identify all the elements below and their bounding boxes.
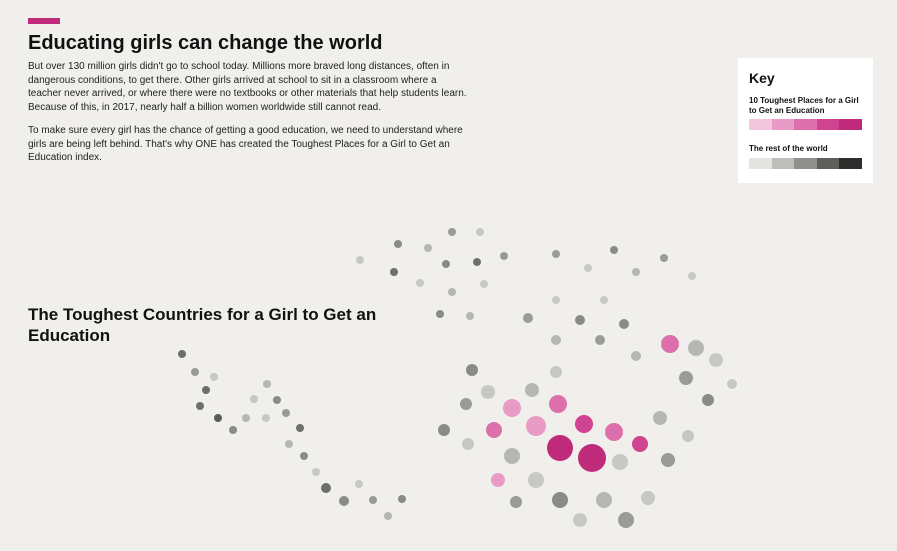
country-dot[interactable] <box>486 422 502 438</box>
country-dot[interactable] <box>503 399 521 417</box>
country-dot[interactable] <box>285 440 293 448</box>
country-dot[interactable] <box>356 256 364 264</box>
country-dot[interactable] <box>632 268 640 276</box>
country-dot[interactable] <box>196 402 204 410</box>
country-dot[interactable] <box>369 496 377 504</box>
country-dot[interactable] <box>510 496 522 508</box>
country-dot[interactable] <box>210 373 218 381</box>
dot-cartogram <box>0 0 897 551</box>
country-dot[interactable] <box>321 483 331 493</box>
country-dot[interactable] <box>466 312 474 320</box>
country-dot[interactable] <box>390 268 398 276</box>
country-dot[interactable] <box>202 386 210 394</box>
country-dot[interactable] <box>688 272 696 280</box>
country-dot[interactable] <box>578 444 606 472</box>
country-dot[interactable] <box>525 383 539 397</box>
country-dot[interactable] <box>552 492 568 508</box>
country-dot[interactable] <box>605 423 623 441</box>
country-dot[interactable] <box>661 335 679 353</box>
country-dot[interactable] <box>575 315 585 325</box>
country-dot[interactable] <box>661 453 675 467</box>
country-dot[interactable] <box>442 260 450 268</box>
country-dot[interactable] <box>339 496 349 506</box>
country-dot[interactable] <box>523 313 533 323</box>
country-dot[interactable] <box>610 246 618 254</box>
country-dot[interactable] <box>660 254 668 262</box>
country-dot[interactable] <box>355 480 363 488</box>
country-dot[interactable] <box>424 244 432 252</box>
country-dot[interactable] <box>214 414 222 422</box>
country-dot[interactable] <box>631 351 641 361</box>
country-dot[interactable] <box>398 495 406 503</box>
country-dot[interactable] <box>191 368 199 376</box>
country-dot[interactable] <box>688 340 704 356</box>
country-dot[interactable] <box>584 264 592 272</box>
country-dot[interactable] <box>526 416 546 436</box>
country-dot[interactable] <box>653 411 667 425</box>
country-dot[interactable] <box>727 379 737 389</box>
country-dot[interactable] <box>282 409 290 417</box>
country-dot[interactable] <box>263 380 271 388</box>
country-dot[interactable] <box>438 424 450 436</box>
country-dot[interactable] <box>273 396 281 404</box>
country-dot[interactable] <box>296 424 304 432</box>
country-dot[interactable] <box>612 454 628 470</box>
country-dot[interactable] <box>709 353 723 367</box>
country-dot[interactable] <box>436 310 444 318</box>
country-dot[interactable] <box>480 280 488 288</box>
country-dot[interactable] <box>550 366 562 378</box>
country-dot[interactable] <box>575 415 593 433</box>
country-dot[interactable] <box>262 414 270 422</box>
country-dot[interactable] <box>702 394 714 406</box>
country-dot[interactable] <box>600 296 608 304</box>
country-dot[interactable] <box>632 436 648 452</box>
country-dot[interactable] <box>466 364 478 376</box>
country-dot[interactable] <box>551 335 561 345</box>
country-dot[interactable] <box>595 335 605 345</box>
country-dot[interactable] <box>462 438 474 450</box>
country-dot[interactable] <box>384 512 392 520</box>
country-dot[interactable] <box>552 250 560 258</box>
country-dot[interactable] <box>500 252 508 260</box>
country-dot[interactable] <box>473 258 481 266</box>
country-dot[interactable] <box>549 395 567 413</box>
country-dot[interactable] <box>491 473 505 487</box>
country-dot[interactable] <box>394 240 402 248</box>
country-dot[interactable] <box>250 395 258 403</box>
country-dot[interactable] <box>481 385 495 399</box>
country-dot[interactable] <box>619 319 629 329</box>
country-dot[interactable] <box>416 279 424 287</box>
country-dot[interactable] <box>448 288 456 296</box>
country-dot[interactable] <box>596 492 612 508</box>
country-dot[interactable] <box>552 296 560 304</box>
country-dot[interactable] <box>547 435 573 461</box>
country-dot[interactable] <box>242 414 250 422</box>
country-dot[interactable] <box>504 448 520 464</box>
country-dot[interactable] <box>460 398 472 410</box>
country-dot[interactable] <box>300 452 308 460</box>
country-dot[interactable] <box>528 472 544 488</box>
country-dot[interactable] <box>229 426 237 434</box>
country-dot[interactable] <box>641 491 655 505</box>
country-dot[interactable] <box>679 371 693 385</box>
country-dot[interactable] <box>573 513 587 527</box>
country-dot[interactable] <box>448 228 456 236</box>
country-dot[interactable] <box>312 468 320 476</box>
country-dot[interactable] <box>618 512 634 528</box>
country-dot[interactable] <box>178 350 186 358</box>
country-dot[interactable] <box>476 228 484 236</box>
country-dot[interactable] <box>682 430 694 442</box>
